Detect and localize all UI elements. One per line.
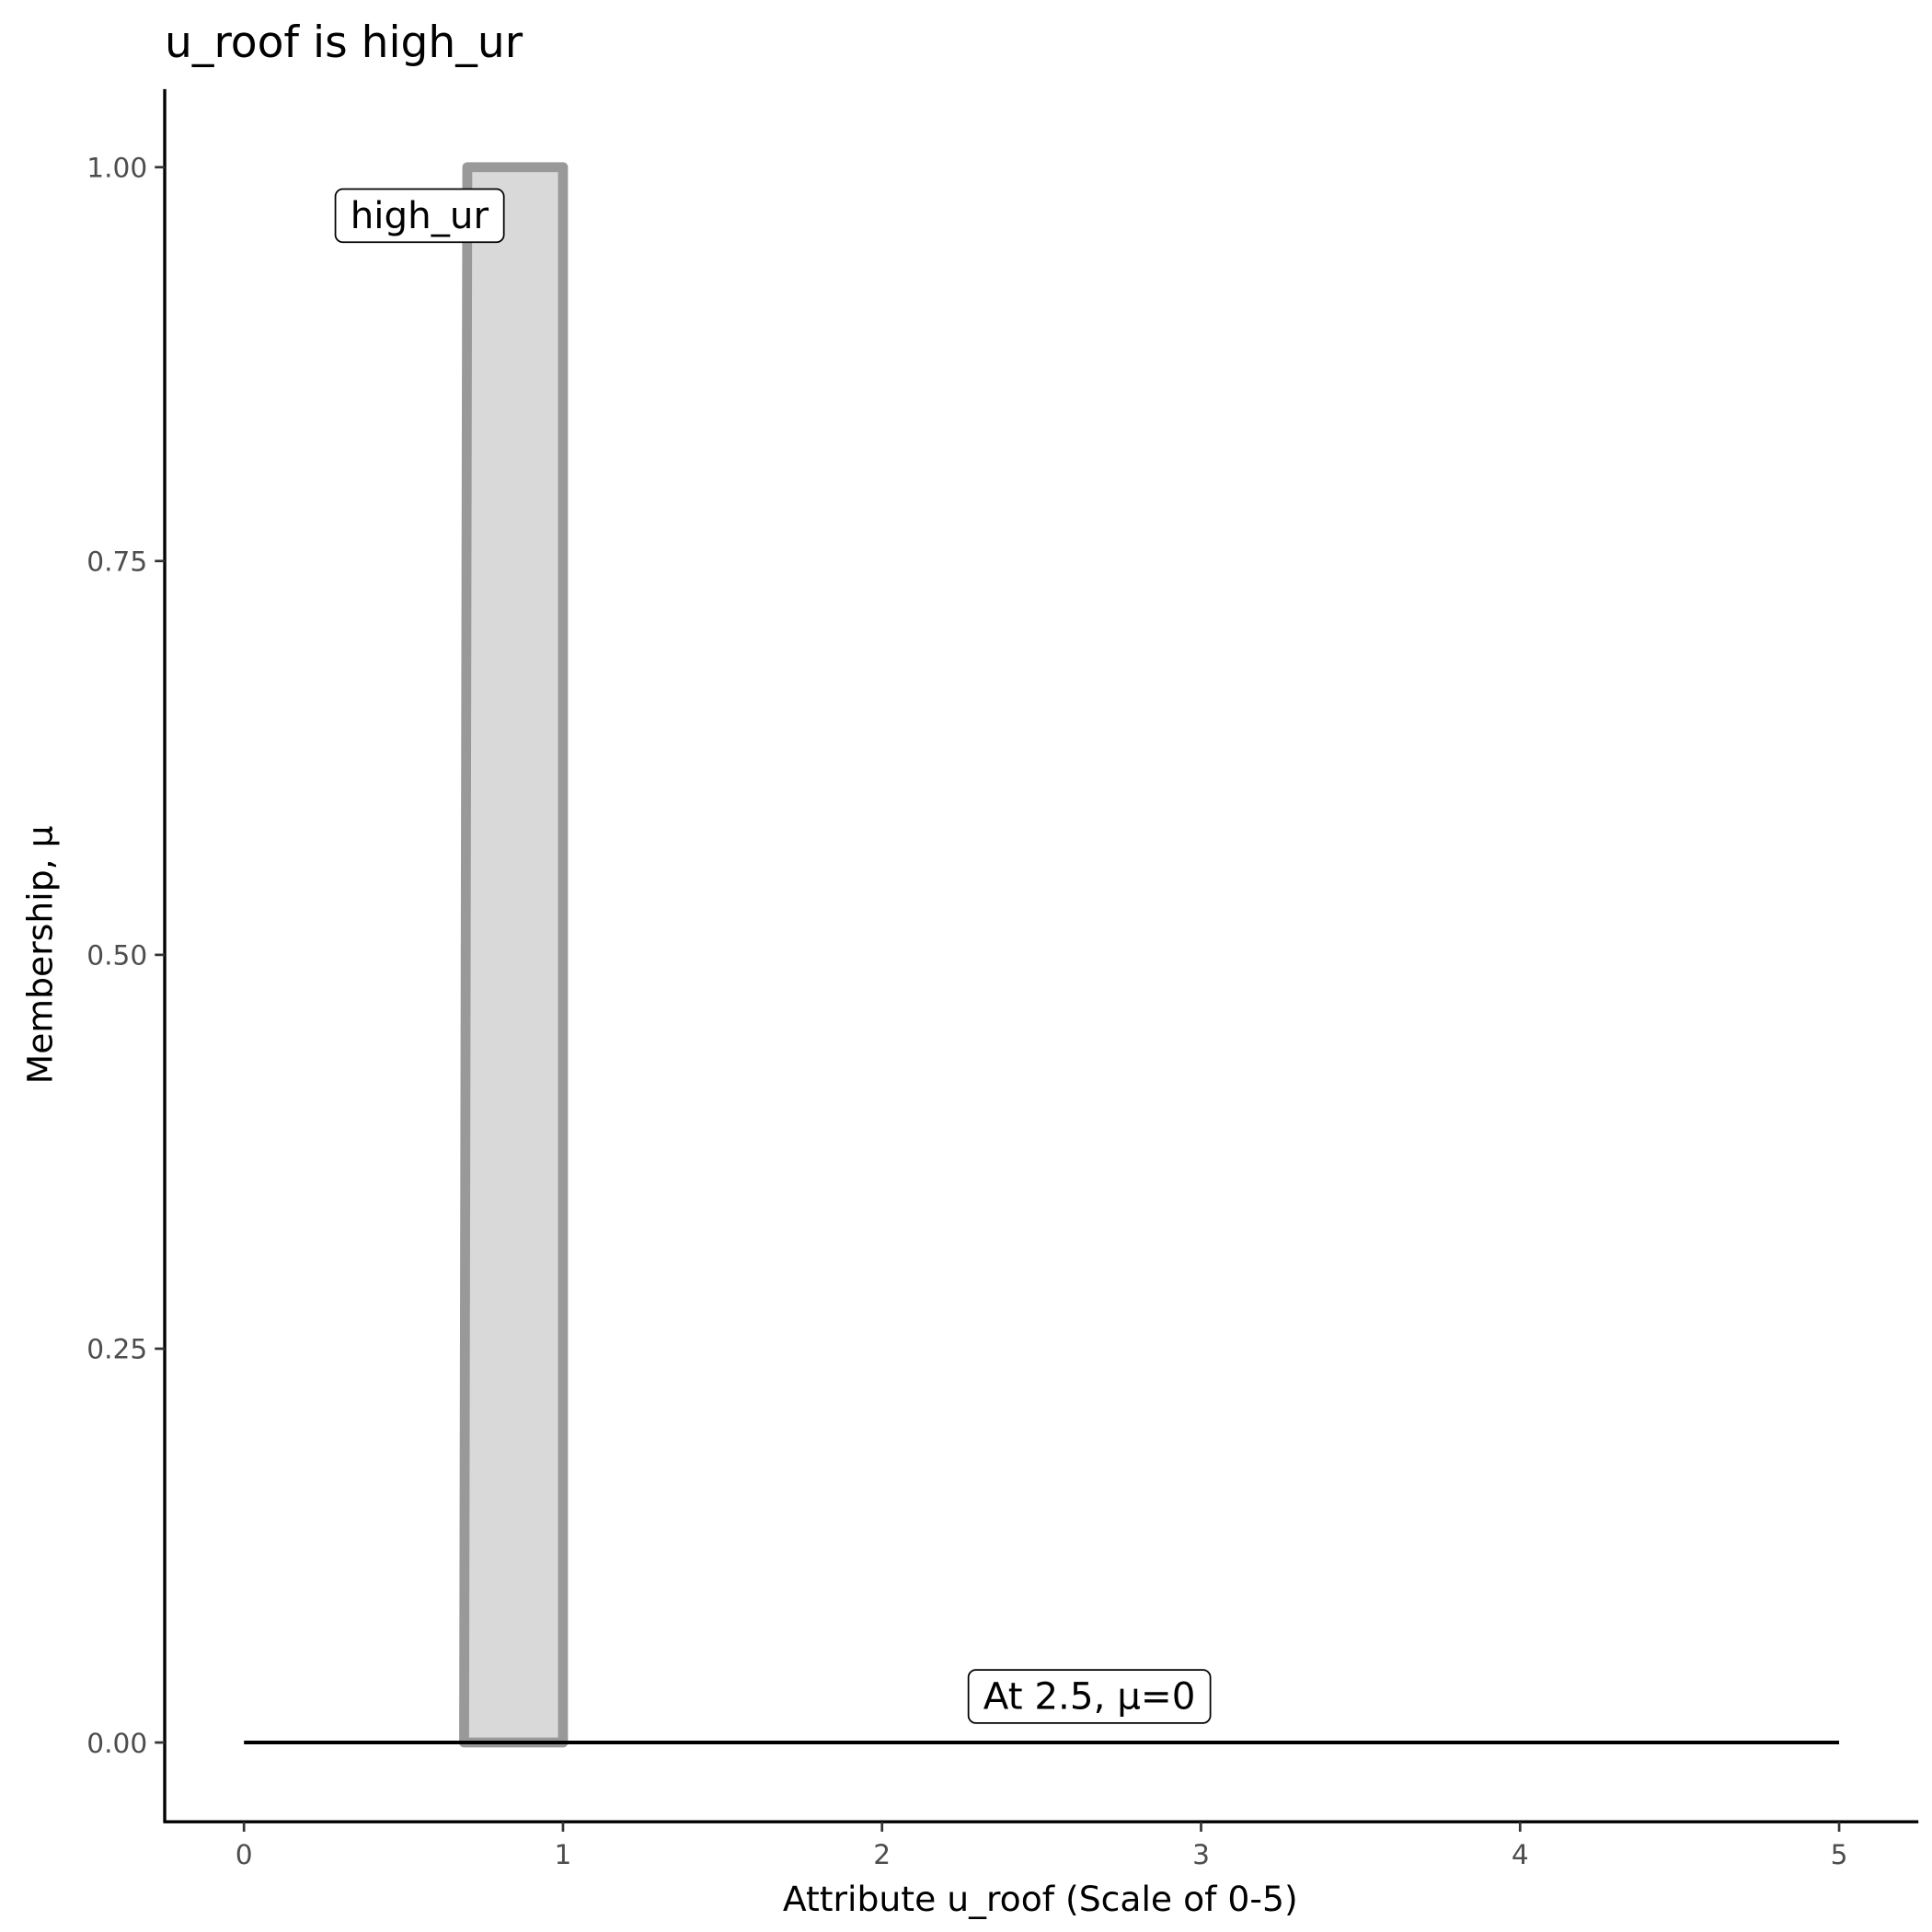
annotation-text: high_ur [351,194,489,237]
x-tick-label: 5 [1831,1839,1848,1870]
membership-function-0 [459,162,569,1748]
annotation-label: high_ur [334,188,505,244]
x-axis-ticks: 0 1 2 3 4 5 [236,1822,1848,1870]
annotation-text: At 2.5, μ=0 [983,1674,1196,1718]
annotation-label: At 2.5, μ=0 [967,1669,1212,1724]
y-tick-label: 0.25 [86,1334,147,1365]
x-tick-label: 0 [236,1839,253,1870]
y-tick-label: 0.75 [86,546,147,578]
plot-area: high_ur At 2.5, μ=0 [244,162,1840,1748]
x-tick-label: 2 [873,1839,891,1870]
y-tick-label: 1.00 [86,153,147,184]
x-axis-label: Attribute u_roof (Scale of 0-5) [783,1879,1298,1919]
y-tick-label: 0.00 [86,1728,147,1759]
annotation-box [967,1669,1212,1724]
x-tick-label: 1 [555,1839,572,1870]
annotation-box [334,188,505,244]
chart-title: u_roof is high_ur [165,17,523,68]
x-tick-label: 3 [1192,1839,1210,1870]
y-axis-ticks: 0.00 0.25 0.50 0.75 1.00 [86,153,166,1759]
y-axis-label: Membership, μ [20,825,61,1084]
y-tick-label: 0.50 [86,940,147,972]
x-tick-label: 4 [1512,1839,1529,1870]
